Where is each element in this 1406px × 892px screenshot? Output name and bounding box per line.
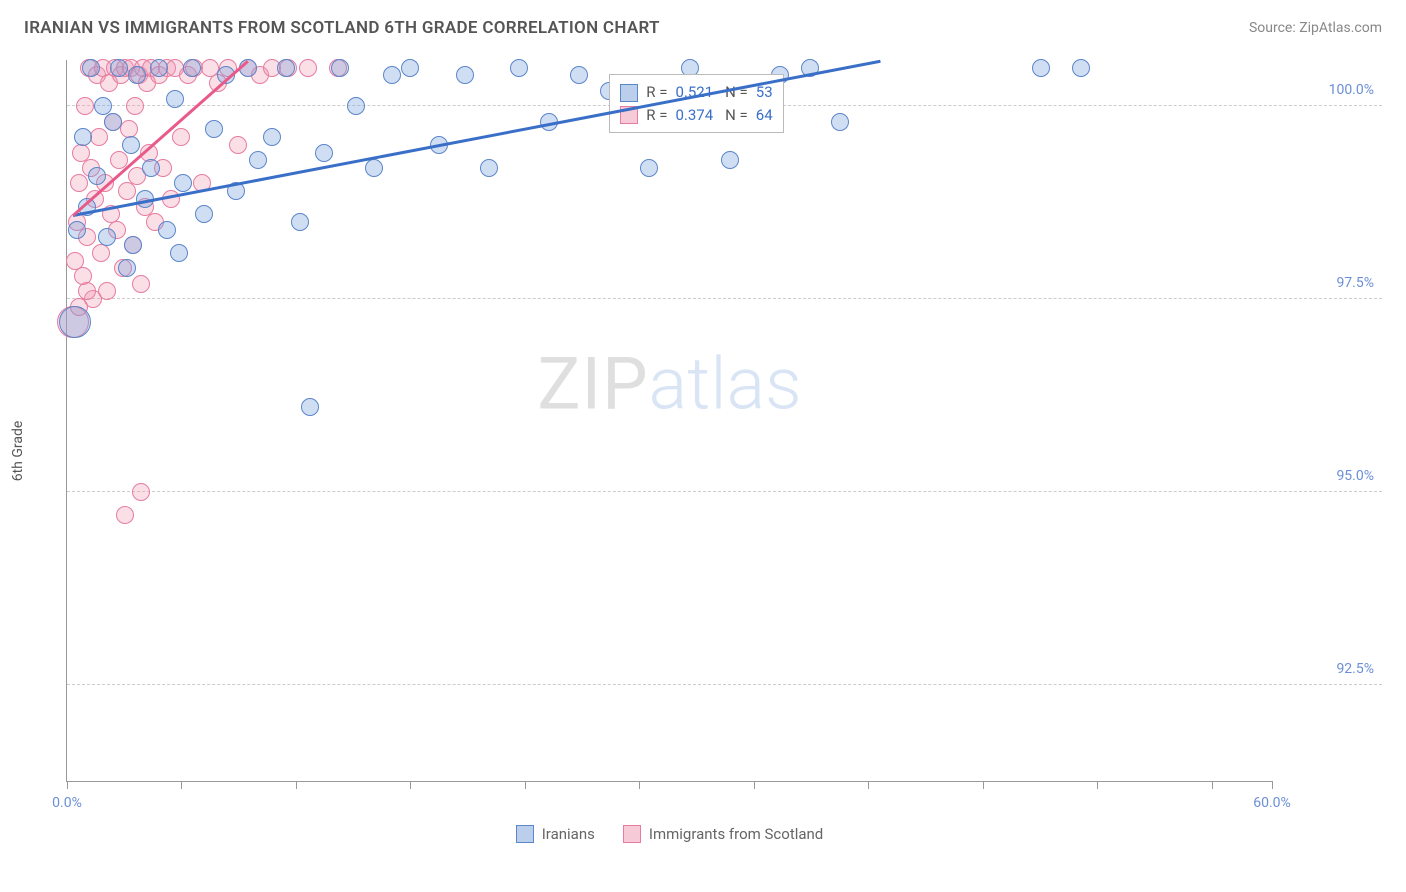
x-tick [181, 781, 182, 789]
data-point [174, 174, 192, 192]
legend-label: Immigrants from Scotland [649, 825, 823, 843]
x-tick [983, 781, 984, 789]
x-tick [410, 781, 411, 789]
x-tick [1097, 781, 1098, 789]
data-point [98, 282, 116, 300]
legend-label: Iranians [542, 825, 595, 843]
data-point [1032, 59, 1050, 77]
x-tick [525, 781, 526, 789]
stat-r-label: R = [646, 104, 667, 127]
y-tick-label: 97.5% [1284, 275, 1374, 291]
stat-r-value: 0.374 [675, 104, 713, 127]
chart-container: 6th Grade ZIPatlas 100.0%97.5%95.0%92.5%… [24, 50, 1382, 852]
legend-item: Immigrants from Scotland [623, 825, 823, 843]
data-point [124, 236, 142, 254]
plot-area: ZIPatlas 100.0%97.5%95.0%92.5%0.0%60.0%R… [66, 60, 1272, 782]
data-point [205, 120, 223, 138]
data-point [150, 59, 168, 77]
x-tick [868, 781, 869, 789]
y-tick-label: 92.5% [1284, 661, 1374, 677]
data-point [1072, 59, 1090, 77]
data-point [90, 128, 108, 146]
data-point [480, 159, 498, 177]
data-point [456, 66, 474, 84]
data-point [74, 128, 92, 146]
data-point [132, 483, 150, 501]
data-point [383, 66, 401, 84]
data-point [195, 205, 213, 223]
x-tick [1212, 781, 1213, 789]
y-tick-label: 100.0% [1284, 82, 1374, 98]
legend-swatch-icon [623, 825, 641, 843]
x-tick [67, 781, 68, 789]
data-point [170, 244, 188, 262]
data-point [116, 506, 134, 524]
legend-swatch-icon [620, 84, 638, 102]
data-point [110, 59, 128, 77]
data-point [122, 136, 140, 154]
x-tick-label: 0.0% [52, 795, 82, 811]
gridline [67, 298, 1382, 299]
data-point [640, 159, 658, 177]
data-point [249, 151, 267, 169]
data-point [172, 128, 190, 146]
legend-swatch-icon [516, 825, 534, 843]
data-point [183, 59, 201, 77]
data-point [331, 59, 349, 77]
stat-n-label: N = [725, 104, 748, 127]
data-point [126, 97, 144, 115]
data-point [721, 151, 739, 169]
data-point [104, 113, 122, 131]
x-tick [1272, 781, 1273, 789]
data-point [315, 144, 333, 162]
data-point [88, 167, 106, 185]
data-point [142, 159, 160, 177]
data-point [92, 244, 110, 262]
data-point [132, 275, 150, 293]
data-point [263, 128, 281, 146]
data-point [570, 66, 588, 84]
data-point [301, 398, 319, 416]
legend: Iranians Immigrants from Scotland [67, 825, 1272, 843]
source-label: Source: ZipAtlas.com [1249, 20, 1382, 36]
data-point [118, 259, 136, 277]
x-tick [639, 781, 640, 789]
x-tick [754, 781, 755, 789]
y-axis-label: 6th Grade [10, 421, 26, 482]
data-point [510, 59, 528, 77]
x-tick [296, 781, 297, 789]
gridline [67, 684, 1382, 685]
x-tick-label: 60.0% [1253, 795, 1291, 811]
watermark-atlas: atlas [649, 342, 802, 427]
legend-item: Iranians [516, 825, 595, 843]
data-point [158, 221, 176, 239]
data-point [365, 159, 383, 177]
watermark: ZIPatlas [537, 342, 801, 427]
data-point [128, 66, 146, 84]
data-point [68, 221, 86, 239]
data-point [59, 306, 91, 338]
gridline [67, 491, 1382, 492]
trend-line [73, 60, 881, 217]
data-point [401, 59, 419, 77]
watermark-zip: ZIP [537, 342, 648, 427]
data-point [299, 59, 317, 77]
data-point [82, 59, 100, 77]
data-point [98, 228, 116, 246]
data-point [166, 90, 184, 108]
data-point [831, 113, 849, 131]
data-point [76, 97, 94, 115]
data-point [70, 174, 88, 192]
data-point [277, 59, 295, 77]
chart-title: IRANIAN VS IMMIGRANTS FROM SCOTLAND 6TH … [24, 18, 660, 38]
stat-n-value: 64 [756, 104, 773, 127]
data-point [347, 97, 365, 115]
data-point [78, 282, 96, 300]
data-point [291, 213, 309, 231]
data-point [229, 136, 247, 154]
y-tick-label: 95.0% [1284, 468, 1374, 484]
data-point [118, 182, 136, 200]
